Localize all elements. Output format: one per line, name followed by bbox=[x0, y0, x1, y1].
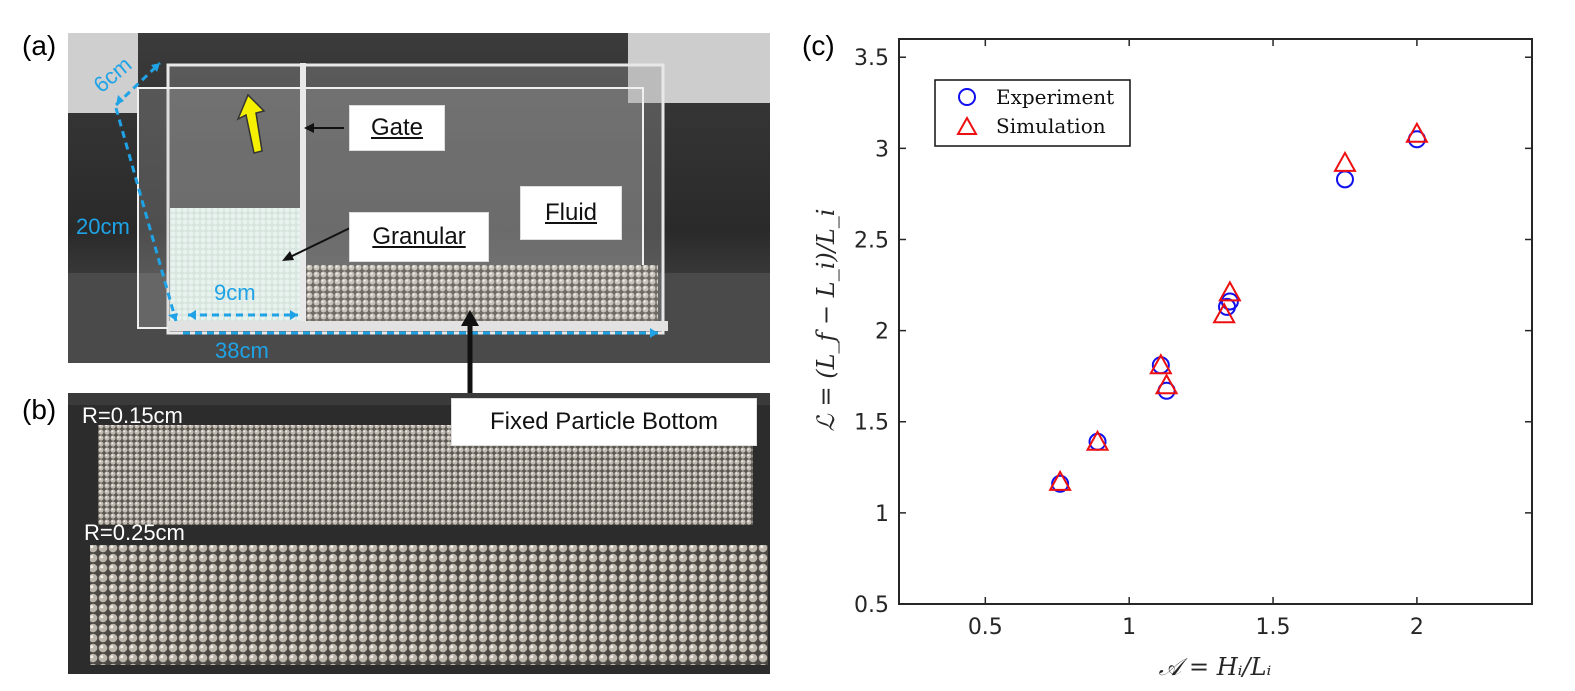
simulation-point bbox=[1085, 429, 1110, 451]
simulation-point bbox=[1048, 469, 1072, 491]
x-axis-label: 𝒜 = Hᵢ/Lᵢ bbox=[1159, 653, 1272, 681]
y-tick-label: 1.5 bbox=[854, 411, 889, 436]
simulation-point bbox=[1218, 280, 1242, 302]
panel-label-a: (a) bbox=[22, 30, 57, 61]
legend: Experiment Simulation bbox=[934, 79, 1131, 147]
tank-photo bbox=[68, 33, 770, 363]
plot-frame bbox=[898, 38, 1533, 605]
panel-label-b: (b) bbox=[22, 394, 57, 425]
y-tick-label: 0.5 bbox=[854, 593, 889, 618]
x-tick-label: 2 bbox=[1410, 615, 1424, 640]
panel-label-c: (c) bbox=[802, 30, 835, 61]
fluid-callout: Fluid bbox=[520, 186, 622, 240]
x-axis-ticks: 0.5 1 1.5 2 bbox=[968, 39, 1424, 640]
simulation-point bbox=[1149, 353, 1173, 375]
granular-callout: Granular bbox=[349, 212, 489, 262]
legend-simulation-marker bbox=[956, 115, 978, 135]
fluid-label: Fluid bbox=[544, 199, 598, 226]
scatter-chart: 0.5 1 1.5 2 0.5 1 1.5 2 2.5 3 3.5 𝒜 = Hᵢ/Lᵢ ℒ = (… bbox=[812, 38, 1533, 681]
large-radius-label: R=0.25cm bbox=[84, 520, 185, 545]
simulation-point bbox=[1333, 150, 1357, 172]
y-tick-label: 1 bbox=[875, 502, 889, 527]
legend-simulation-label: Simulation bbox=[996, 114, 1106, 138]
column-width-dimension-label: 9cm bbox=[214, 280, 256, 305]
granular-label: Granular bbox=[372, 223, 466, 250]
gate-label: Gate bbox=[370, 114, 424, 141]
fixed-bottom-callout: Fixed Particle Bottom bbox=[451, 398, 757, 446]
data-markers bbox=[1048, 121, 1429, 493]
y-tick-label: 3.5 bbox=[854, 46, 889, 71]
legend-experiment-label: Experiment bbox=[996, 85, 1114, 109]
y-axis-label: ℒ = (L_f − L_i)/L_i bbox=[812, 209, 840, 432]
simulation-point bbox=[1212, 302, 1236, 324]
gate-callout: Gate bbox=[349, 105, 445, 151]
fixed-bottom-label: Fixed Particle Bottom bbox=[489, 408, 719, 435]
y-axis-ticks: 0.5 1 1.5 2 2.5 3 3.5 bbox=[854, 46, 1532, 618]
simulation-point bbox=[1154, 373, 1179, 395]
x-tick-label: 0.5 bbox=[968, 615, 1003, 640]
y-tick-label: 3 bbox=[875, 137, 889, 162]
experiment-point bbox=[1051, 474, 1070, 493]
experiment-point bbox=[1220, 292, 1239, 311]
tank-length-dimension-label: 38cm bbox=[215, 338, 269, 363]
fixed-bottom-arrow bbox=[461, 310, 479, 398]
y-tick-label: 2 bbox=[875, 320, 889, 345]
legend-experiment-marker bbox=[958, 88, 976, 106]
x-tick-label: 1.5 bbox=[1256, 615, 1291, 640]
simulation-point bbox=[1405, 121, 1429, 143]
small-radius-label: R=0.15cm bbox=[82, 403, 183, 428]
y-tick-label: 2.5 bbox=[854, 228, 889, 253]
x-tick-label: 1 bbox=[1122, 615, 1136, 640]
experiment-point bbox=[1335, 170, 1354, 189]
height-dimension-label: 20cm bbox=[76, 214, 130, 239]
